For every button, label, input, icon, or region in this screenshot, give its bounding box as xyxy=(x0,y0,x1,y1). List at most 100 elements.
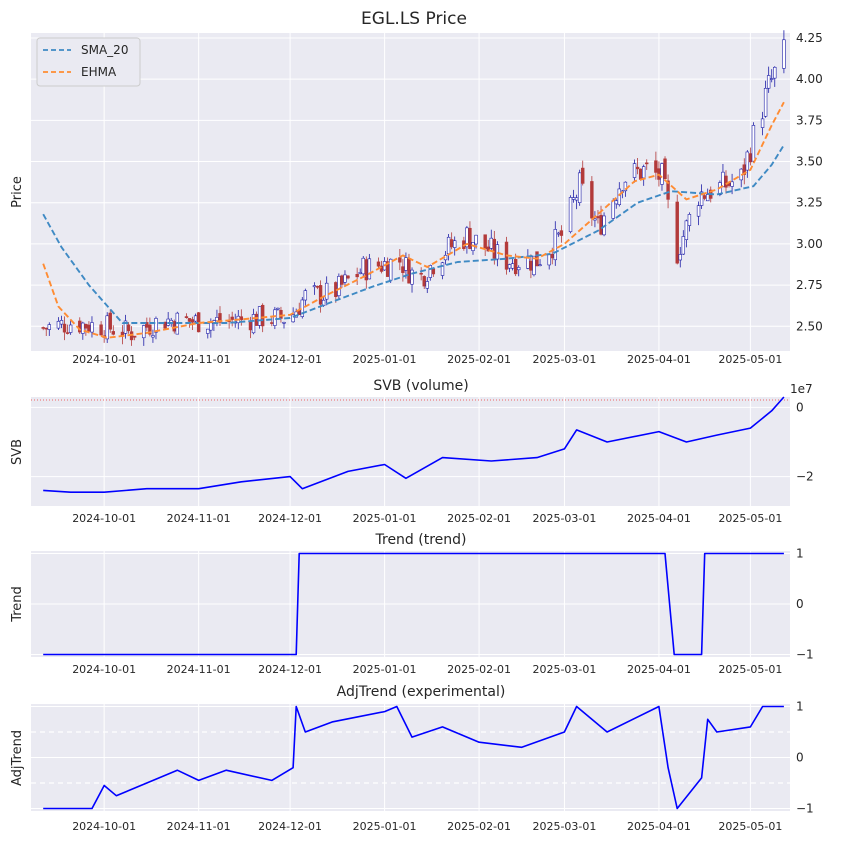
candle-body-down xyxy=(599,214,603,235)
svb-y-label: SVB xyxy=(10,439,25,465)
candle-body-up xyxy=(687,214,692,226)
y-tick-label: 1 xyxy=(796,700,804,714)
adjtrend-y-ticks: 1 0 −1 xyxy=(796,700,814,816)
candle-body-down xyxy=(184,316,189,319)
candle-body-up xyxy=(251,314,256,334)
y-tick-label: 0 xyxy=(796,751,804,765)
candle-body-up xyxy=(678,254,682,261)
candle-body-down xyxy=(340,275,344,285)
candle-body-up xyxy=(47,324,51,330)
candle-body-down xyxy=(99,324,103,336)
candle-body-down xyxy=(654,160,658,173)
candle-body-up xyxy=(745,151,750,171)
candle-body-up xyxy=(404,257,408,271)
candle-body-down xyxy=(401,266,405,273)
candle-body-up xyxy=(681,236,686,255)
price-lines xyxy=(42,101,785,339)
x-tick-label: 2025-05-01 xyxy=(718,512,782,525)
candle-body-up xyxy=(684,220,689,240)
x-tick-label: 2025-01-01 xyxy=(353,512,417,525)
candle-body-down xyxy=(635,166,640,170)
candle-body-up xyxy=(495,244,500,260)
svb-plot-area xyxy=(31,397,790,506)
candle-body-up xyxy=(324,282,329,300)
candle-body-down xyxy=(663,158,667,180)
x-tick-label: 2024-12-01 xyxy=(258,663,322,676)
candle-body-up xyxy=(623,181,628,192)
candle-body-up xyxy=(209,322,213,331)
adjtrend-title: AdjTrend (experimental) xyxy=(337,684,506,700)
svb-grid xyxy=(31,397,790,506)
candle-body-up xyxy=(617,188,622,205)
adjtrend-grid xyxy=(31,704,790,811)
candle-body-up xyxy=(763,87,768,117)
candle-body-up xyxy=(388,258,393,281)
candle-body-down xyxy=(449,239,454,248)
candle-body-up xyxy=(446,236,451,254)
candle-body-up xyxy=(337,276,341,297)
x-tick-label: 2025-04-01 xyxy=(627,663,691,676)
candle-body-up xyxy=(660,163,664,185)
candle-body-down xyxy=(187,318,192,322)
candle-body-up xyxy=(105,315,109,340)
y-tick-label: −1 xyxy=(796,647,814,661)
candle-body-up xyxy=(547,254,551,266)
legend-ehma-label: EHMA xyxy=(81,65,117,79)
candle-body-up xyxy=(257,306,262,326)
adjtrend-x-ticks: 2024-10-01 2024-11-01 2024-12-01 2025-01-01… xyxy=(72,820,782,833)
candle-body-up xyxy=(507,264,512,269)
candle-body-down xyxy=(550,253,554,259)
y-tick-label: 3.50 xyxy=(796,155,823,169)
x-tick-label: 2025-02-01 xyxy=(447,663,511,676)
candle-body-up xyxy=(56,320,61,329)
candle-body-down xyxy=(239,316,244,320)
candle-body-up xyxy=(782,39,786,69)
candle-body-up xyxy=(206,328,210,334)
x-tick-label: 2025-04-01 xyxy=(627,820,691,833)
candle-body-up xyxy=(730,181,734,187)
y-tick-label: 0 xyxy=(796,597,804,611)
x-tick-label: 2025-03-01 xyxy=(532,663,596,676)
y-tick-label: 1 xyxy=(796,547,804,561)
candle-body-up xyxy=(425,281,429,289)
candle-body-up xyxy=(291,314,295,323)
candle-body-up xyxy=(312,285,317,288)
candle-body-down xyxy=(260,304,265,327)
price-plot-area xyxy=(31,33,790,351)
candle-body-up xyxy=(632,163,637,178)
candle-body-down xyxy=(87,324,91,332)
candle-body-up xyxy=(705,194,710,202)
candle-body-up xyxy=(68,324,73,333)
candle-body-down xyxy=(559,230,564,236)
x-tick-label: 2024-12-01 xyxy=(258,512,322,525)
candle-body-up xyxy=(215,317,219,321)
svb-offset-text: 1e7 xyxy=(790,382,813,396)
price-y-ticks: 2.50 2.75 3.00 3.25 3.50 3.75 4.00 4.25 xyxy=(796,31,823,333)
candle-body-up xyxy=(721,171,725,188)
x-tick-label: 2025-01-01 xyxy=(353,663,417,676)
x-tick-label: 2024-10-01 xyxy=(72,512,136,525)
candle-body-up xyxy=(358,272,362,274)
x-tick-label: 2025-05-01 xyxy=(718,353,782,366)
candle-body-up xyxy=(151,335,155,338)
x-tick-label: 2025-05-01 xyxy=(718,663,782,676)
x-tick-label: 2025-03-01 xyxy=(532,353,596,366)
candle-body-down xyxy=(376,261,381,267)
candle-body-up xyxy=(452,240,457,248)
candle-body-down xyxy=(702,195,707,199)
candle-body-down xyxy=(62,323,67,333)
candle-body-up xyxy=(593,218,597,221)
candle-body-down xyxy=(44,327,48,330)
candle-body-down xyxy=(581,167,585,184)
candle-body-up xyxy=(276,307,280,310)
x-tick-label: 2024-11-01 xyxy=(167,353,231,366)
y-tick-label: −1 xyxy=(796,801,814,815)
y-tick-label: 3.25 xyxy=(796,196,823,210)
candle-body-up xyxy=(343,274,347,283)
price-y-label: Price xyxy=(10,176,25,208)
candle-body-down xyxy=(724,175,728,188)
svb-title: SVB (volume) xyxy=(373,378,468,394)
candle-body-down xyxy=(111,331,116,335)
y-tick-label: 0 xyxy=(796,400,804,414)
price-x-ticks: 2024-10-01 2024-11-01 2024-12-01 2025-01-01… xyxy=(72,353,782,366)
